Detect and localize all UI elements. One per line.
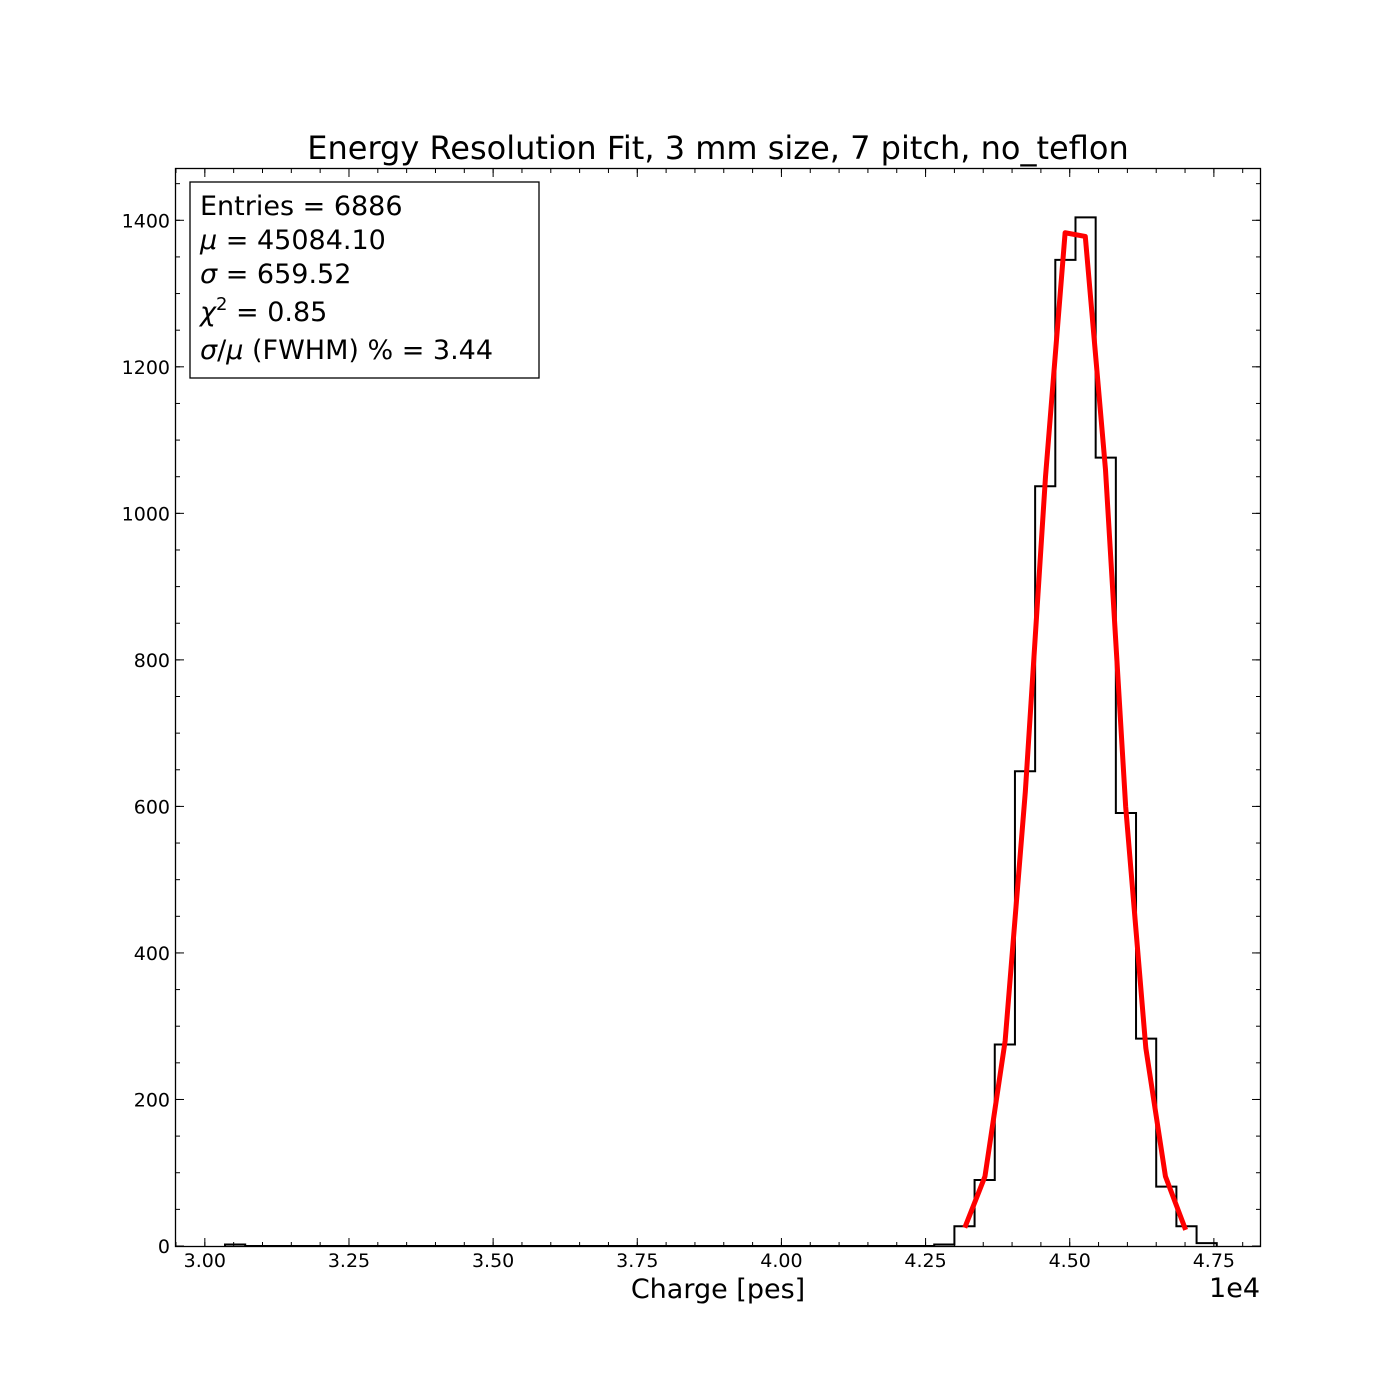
- y-tick-label: 800: [134, 650, 170, 672]
- mu-value: = 45084.10: [217, 225, 386, 256]
- y-tick-label: 1400: [122, 210, 170, 232]
- chi-symbol: χ: [198, 297, 217, 328]
- mu-symbol: μ: [199, 225, 217, 256]
- y-tick-label: 200: [134, 1089, 170, 1111]
- res-mu-symbol: μ: [225, 335, 243, 366]
- stats-entries: Entries = 6886: [200, 191, 403, 222]
- stats-chi2: χ2 = 0.85: [198, 294, 327, 328]
- y-tick-label: 400: [134, 943, 170, 965]
- stats-resolution: σ/μ (FWHM) % = 3.44: [200, 335, 493, 366]
- fit-curve: [962, 230, 1188, 1231]
- x-tick-label: 3.75: [616, 1250, 658, 1272]
- stats-sigma: σ = 659.52: [200, 259, 351, 290]
- x-tick-label: 3.25: [328, 1250, 370, 1272]
- chart-title: Energy Resolution Fit, 3 mm size, 7 pitc…: [307, 129, 1128, 167]
- x-axis-label: Charge [pes]: [631, 1274, 805, 1305]
- x-tick-label: 4.00: [760, 1250, 802, 1272]
- y-tick-label: 1200: [122, 357, 170, 379]
- x-tick-label: 4.25: [904, 1250, 946, 1272]
- stats-box: Entries = 6886 μ = 45084.10 σ = 659.52 χ…: [189, 181, 540, 379]
- x-tick-label: 4.75: [1193, 1250, 1235, 1272]
- fit-curve-group: [962, 230, 1188, 1231]
- x-offset-label: 1e4: [1209, 1273, 1260, 1304]
- chi-value: = 0.85: [227, 297, 327, 328]
- chi-superscript: 2: [216, 294, 227, 315]
- x-tick-label: 3.50: [472, 1250, 514, 1272]
- x-tick-label: 3.00: [184, 1250, 226, 1272]
- y-tick-label: 1000: [122, 503, 170, 525]
- res-value: (FWHM) % = 3.44: [243, 335, 493, 366]
- plot-frame: [174, 167, 1262, 1248]
- stats-mu: μ = 45084.10: [199, 225, 386, 256]
- y-tick-label: 0: [158, 1236, 170, 1258]
- sigma-value: = 659.52: [217, 259, 351, 290]
- x-tick-label: 4.50: [1049, 1250, 1091, 1272]
- y-tick-label: 600: [134, 796, 170, 818]
- sigma-symbol: σ: [200, 259, 218, 290]
- stats-box-frame: [189, 181, 540, 379]
- res-slash: /: [217, 335, 227, 366]
- res-sigma-symbol: σ: [200, 335, 218, 366]
